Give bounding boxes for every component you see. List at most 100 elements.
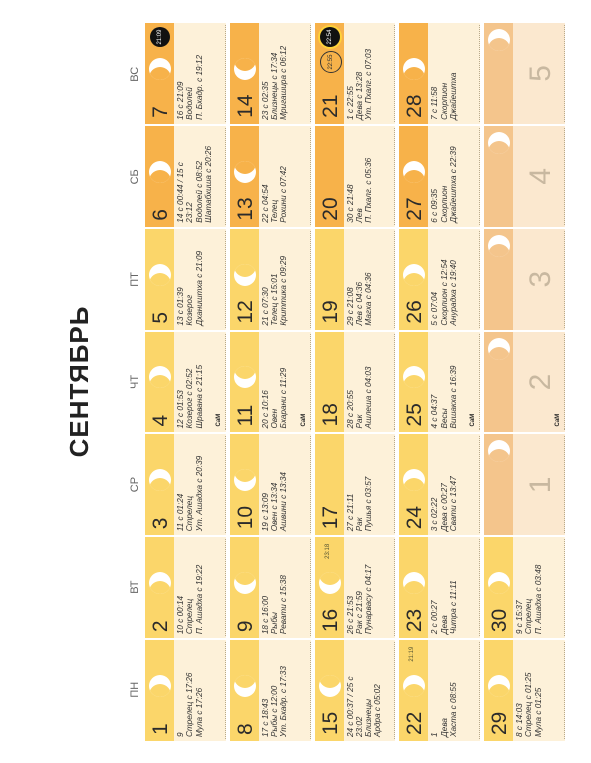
dotted-divider bbox=[309, 333, 311, 431]
day-header: 15 bbox=[314, 640, 344, 741]
detail-line: Стрелец с 17:26 bbox=[185, 672, 195, 737]
special-mark-label: СаМ bbox=[215, 413, 222, 427]
detail-line: 27 с 21:11 bbox=[345, 493, 355, 532]
calendar-day-cell[interactable]: 1 bbox=[484, 434, 565, 536]
day-details: 14 с 00:44 / 15 с 23:12 Водолей с 08:52 Шат… bbox=[176, 129, 213, 223]
calendar-day-cell[interactable]: 9 18 с 16:00 Рыбы Ревати с 15:38 bbox=[229, 537, 311, 639]
calendar-day-cell[interactable]: 8 17 с 18:43 Рыбы с 12:00 Ут. Бхадр. с 17:3… bbox=[229, 640, 311, 741]
calendar-day-cell[interactable]: 20 30 с 21:48 Лев П. Пхалг. с 05:36 bbox=[314, 125, 396, 227]
day-details: 13 с 01:39 Козерог Дхаништха с 21:09 bbox=[176, 232, 204, 326]
calendar-day-cell[interactable]: 2 СаМ bbox=[484, 331, 565, 433]
day-number: 28 bbox=[403, 94, 427, 118]
dotted-divider bbox=[479, 25, 481, 122]
detail-line: 7 с 11:58 bbox=[430, 86, 440, 120]
calendar-day-cell[interactable]: 22 21:19 1 Дева Хаста с 08:55 bbox=[399, 640, 481, 741]
detail-line: 18 с 16:00 bbox=[260, 595, 270, 635]
detail-line: Ревати с 15:38 bbox=[279, 575, 289, 635]
dotted-divider bbox=[394, 642, 396, 739]
dotted-divider bbox=[479, 642, 481, 739]
calendar-day-cell[interactable]: 1 9 Стрелец с 17:26 Мула с 17:26 bbox=[145, 640, 226, 741]
calendar-day-cell[interactable]: 17 27 с 21:11 Рак Пушья с 03:57 bbox=[314, 434, 396, 536]
calendar-day-cell[interactable]: 2 10 с 00:14 Стрелец П. Ашадха с 19:22 bbox=[145, 537, 226, 639]
calendar-day-cell[interactable]: 5 bbox=[484, 23, 565, 124]
detail-line: Ут. Бхадр. с 17:33 bbox=[279, 666, 289, 737]
day-details: 21 с 07:30 Телец с 15:01 Криттика с 09:29 bbox=[261, 232, 289, 326]
detail-line: Водолей с 08:52 bbox=[194, 160, 204, 223]
day-details: 11 с 01:24 Стрелец Ут. Ашадха с 20:39 bbox=[176, 437, 204, 532]
calendar-day-cell[interactable]: 10 19 с 13:09 Овен с 13:34 Ашвини с 13:34 bbox=[229, 434, 311, 536]
weekday-label: СБ bbox=[129, 169, 141, 185]
calendar-day-cell[interactable]: 21 22:54 22:55 1 с 22:55 Дева с 13:28 Ут. Пха… bbox=[314, 23, 396, 124]
day-header: 8 bbox=[229, 640, 259, 741]
calendar-day-cell[interactable]: 7 21:09 16 с 21:09 Водолей П. Бхадр. с 19:12 bbox=[145, 23, 226, 124]
day-number: 19 bbox=[318, 300, 342, 324]
calendar-day-cell[interactable]: 3 11 с 01:24 Стрелец Ут. Ашадха с 20:39 bbox=[145, 434, 226, 536]
moon-phase-icon bbox=[233, 160, 256, 183]
eclipse-icon: 22:54 bbox=[319, 27, 340, 48]
dotted-divider bbox=[224, 436, 226, 534]
day-number: 16 bbox=[318, 608, 342, 633]
calendar-day-cell[interactable]: 4 bbox=[484, 125, 565, 227]
calendar-day-cell[interactable]: 12 21 с 07:30 Телец с 15:01 Криттика с 09:2… bbox=[229, 228, 311, 330]
dotted-divider bbox=[309, 539, 311, 637]
calendar-day-cell[interactable]: 5 13 с 01:39 Козерог Дхаништха с 21:09 bbox=[145, 228, 226, 330]
calendar-day-cell[interactable]: 25 4 с 04:37 Весы Вишакха с 16:39 СаМ bbox=[399, 331, 481, 433]
calendar-day-cell[interactable]: 4 12 с 01:53 Козерог с 02:52 Шравана с 21:1… bbox=[145, 331, 226, 433]
day-details: 22 с 04:54 Телец Рохини с 07:42 bbox=[261, 129, 289, 223]
detail-line: Стрелец bbox=[524, 598, 534, 635]
calendar-day-cell[interactable]: 30 9 с 15:37 Стрелец П. Ашадха с 03:48 bbox=[484, 537, 565, 639]
day-header: 5 bbox=[145, 228, 174, 330]
day-number: 9 bbox=[233, 620, 257, 633]
calendar-day-cell[interactable]: 15 24 с 00:37 / 25 с 23:02 Близнецы Ардра с … bbox=[314, 640, 396, 741]
day-number: 5 bbox=[149, 311, 172, 324]
detail-line: 6 с 09:35 bbox=[430, 189, 440, 223]
calendar-day-cell[interactable]: 28 7 с 11:58 Скорпион Джайештха bbox=[399, 23, 481, 124]
moon-phase-icon bbox=[488, 29, 511, 52]
calendar-day-cell[interactable]: 18 28 с 20:55 Рак Ашлеша с 04:03 bbox=[314, 331, 396, 433]
detail-line: Шравана с 21:15 bbox=[194, 364, 204, 429]
special-mark-label: СаМ bbox=[555, 413, 561, 427]
detail-line: Дева с 00:27 bbox=[439, 483, 449, 532]
weekday-label: ВТ bbox=[129, 580, 141, 594]
detail-line: 24 с 00:37 / 25 с bbox=[345, 676, 355, 737]
day-number: 7 bbox=[149, 106, 172, 118]
detail-line: Хаста с 08:55 bbox=[448, 682, 458, 737]
day-number: 4 bbox=[149, 414, 172, 427]
calendar-day-cell[interactable]: 26 5 с 07:04 Скорпион с 12:54 Анурадха с 19… bbox=[399, 228, 481, 330]
day-number: 11 bbox=[233, 404, 257, 427]
detail-line: 17 с 18:43 bbox=[260, 698, 270, 737]
calendar-day-cell[interactable]: 27 6 с 09:35 Скорпион Джайештха с 22:39 bbox=[399, 125, 481, 227]
weekday-label: СР bbox=[129, 476, 141, 493]
calendar-day-cell[interactable]: 23 2 с 00:27 Дева Читра с 11:11 bbox=[399, 537, 481, 639]
calendar-day-cell[interactable]: 19 29 с 21:08 Лев с 04:36 Магха с 04:36 bbox=[314, 228, 396, 330]
next-month-day-number: 3 bbox=[524, 270, 558, 288]
day-details: 8 с 14:03 Стрелец с 01:25 Мула с 01:25 bbox=[515, 643, 543, 737]
calendar-day-cell[interactable]: 29 8 с 14:03 Стрелец с 01:25 Мула с 01:25 bbox=[484, 640, 565, 741]
detail-line: Вишакха с 16:39 bbox=[448, 365, 458, 429]
day-number: 20 bbox=[318, 197, 342, 221]
day-details: 30 с 21:48 Лев П. Пхалг. с 05:36 bbox=[346, 129, 374, 223]
calendar-day-cell[interactable]: 24 3 с 02:22 Дева с 00:27 Свати с 13:47 bbox=[399, 434, 481, 536]
day-number: 27 bbox=[403, 197, 427, 221]
moon-phase-icon bbox=[149, 57, 171, 80]
calendar-day-cell[interactable]: 6 14 с 00:44 / 15 с 23:12 Водолей с 08:52 Ша… bbox=[145, 125, 226, 227]
day-header: 10 bbox=[229, 434, 259, 536]
day-header: 13 bbox=[229, 125, 259, 227]
day-number: 14 bbox=[233, 94, 257, 118]
detail-line: Весы bbox=[439, 408, 449, 429]
detail-line: Пунарвасу с 04:17 bbox=[364, 564, 374, 635]
calendar-day-cell[interactable]: 16 23:18 26 с 21:53 Рак с 21:59 Пунарвасу с … bbox=[314, 537, 396, 639]
detail-line: Скорпион с 12:54 bbox=[439, 259, 449, 326]
calendar-day-cell[interactable]: 14 23 с 02:35 Близнецы с 17:34 Мригашира с … bbox=[229, 23, 311, 124]
day-header bbox=[484, 434, 514, 536]
calendar-day-cell[interactable]: 13 22 с 04:54 Телец Рохини с 07:42 bbox=[229, 125, 311, 227]
full-moon-icon: 22:55 bbox=[319, 51, 342, 74]
calendar-day-cell[interactable]: 11 20 с 10:16 Овен Бхарани с 11:29 СаМ bbox=[229, 331, 311, 433]
moon-phase-icon bbox=[488, 131, 511, 154]
day-details: 6 с 09:35 Скорпион Джайештха с 22:39 bbox=[430, 129, 458, 223]
day-number: 2 bbox=[149, 620, 172, 633]
dotted-divider bbox=[224, 333, 226, 431]
calendar-day-cell[interactable]: 3 bbox=[484, 228, 565, 330]
page-title: СЕНТЯБРЬ bbox=[64, 305, 94, 458]
